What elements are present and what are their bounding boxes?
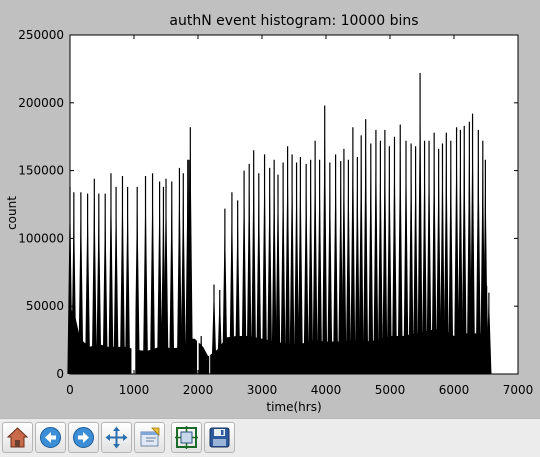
histogram-chart: authN event histogram: 10000 bins 0 1000 2… xyxy=(5,13,533,414)
save-button[interactable] xyxy=(204,422,235,453)
histogram-gap xyxy=(197,36,199,374)
y-tick-label: 100000 xyxy=(18,231,64,245)
back-button[interactable] xyxy=(35,422,66,453)
x-tick-label: 6000 xyxy=(439,383,470,397)
x-tick-label: 5000 xyxy=(375,383,406,397)
x-tick-label: 2000 xyxy=(183,383,214,397)
zoom-rect-icon xyxy=(140,427,160,447)
y-tick-label: 150000 xyxy=(18,164,64,178)
y-tick-label: 250000 xyxy=(18,28,64,42)
home-button[interactable] xyxy=(2,422,33,453)
navigation-toolbar xyxy=(0,418,540,457)
y-tick-label: 200000 xyxy=(18,96,64,110)
histogram-gap xyxy=(131,36,136,374)
back-arrow-icon xyxy=(40,427,61,448)
subplots-button[interactable] xyxy=(171,422,202,453)
y-tick-labels: 0 50000 100000 150000 200000 250000 xyxy=(18,28,64,381)
y-axis-label: count xyxy=(5,196,19,230)
x-tick-label: 3000 xyxy=(247,383,278,397)
home-icon xyxy=(6,427,29,448)
x-tick-label: 4000 xyxy=(311,383,342,397)
y-tick-label: 50000 xyxy=(26,299,64,313)
figure-canvas: authN event histogram: 10000 bins 0 1000 2… xyxy=(5,13,534,414)
x-tick-labels: 0 1000 2000 3000 4000 5000 6000 7000 xyxy=(66,383,533,397)
y-tick-label: 0 xyxy=(56,367,64,381)
forward-arrow-icon xyxy=(73,427,94,448)
chart-title: authN event histogram: 10000 bins xyxy=(169,13,418,29)
histogram-gap xyxy=(209,36,211,374)
subplots-config-icon xyxy=(175,426,198,449)
zoom-button[interactable] xyxy=(134,422,165,453)
pan-button[interactable] xyxy=(101,422,132,453)
x-tick-label: 1000 xyxy=(119,383,150,397)
x-axis-label: time(hrs) xyxy=(266,400,321,414)
histogram-bars xyxy=(67,36,492,375)
forward-button[interactable] xyxy=(68,422,99,453)
x-tick-label: 0 xyxy=(66,383,74,397)
floppy-save-icon xyxy=(209,427,230,448)
x-tick-label: 7000 xyxy=(503,383,534,397)
pan-move-icon xyxy=(105,426,128,449)
plot-frame xyxy=(69,34,519,375)
